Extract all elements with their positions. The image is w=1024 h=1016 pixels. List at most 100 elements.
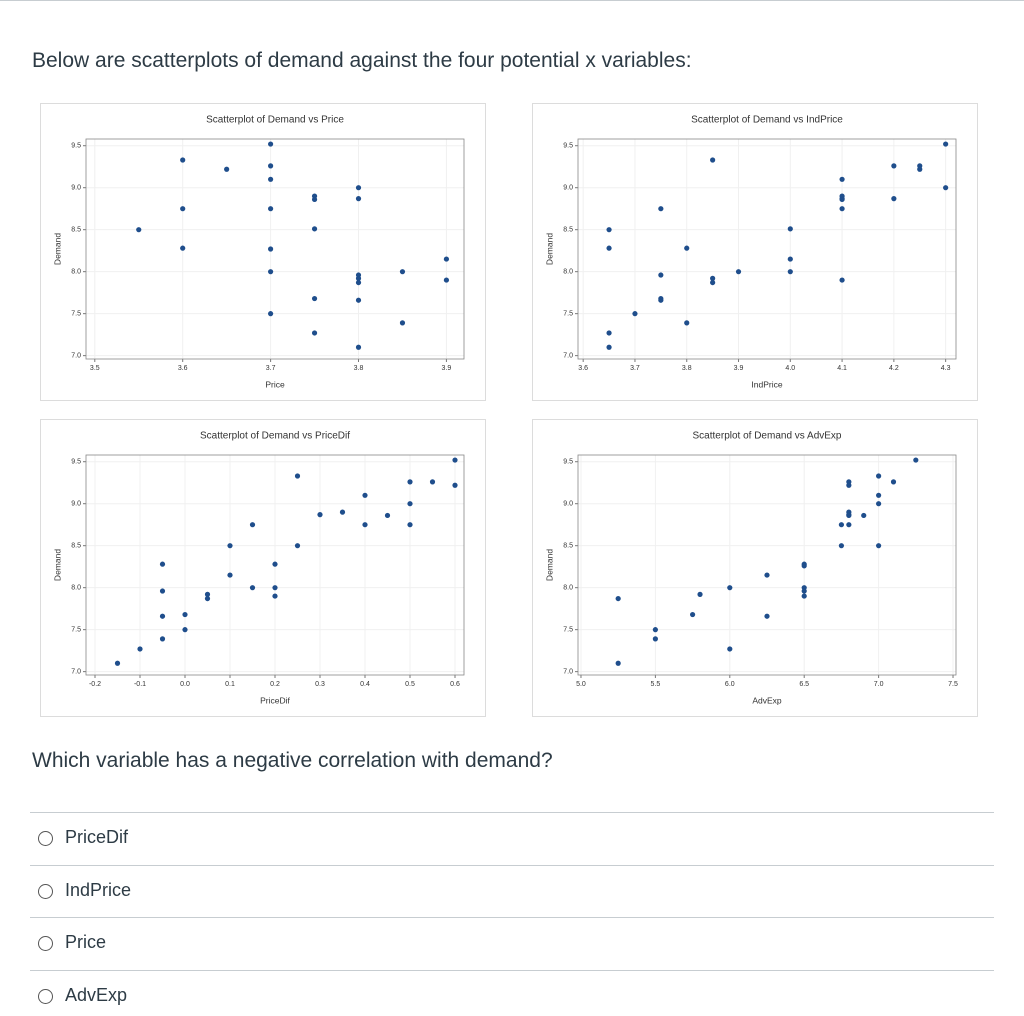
chart: -0.2 -0.1 0.0 0.1 0.2 0.3 0.4 0.5 0.6 7.0 7.5 8.0 8.…	[40, 419, 486, 717]
x-tick-label: 4.0	[785, 365, 795, 372]
data-point	[399, 269, 406, 275]
y-tick-label: 7.5	[563, 627, 573, 634]
option-label[interactable]: AdvExp	[65, 985, 128, 1005]
data-point	[339, 509, 346, 515]
x-tick-label: 0.4	[360, 681, 370, 688]
data-point	[355, 275, 362, 281]
data-point	[182, 627, 188, 633]
data-point	[606, 344, 612, 350]
x-tick-label: 3.7	[630, 365, 640, 372]
data-point	[890, 479, 897, 485]
data-point	[689, 611, 696, 618]
x-axis-label: PriceDif	[260, 695, 290, 705]
data-point	[429, 479, 436, 485]
data-point	[249, 585, 256, 591]
data-point	[384, 512, 391, 519]
data-point	[355, 279, 362, 286]
x-tick-label: 0.2	[270, 681, 280, 688]
x-axis-label: AdvExp	[752, 695, 782, 705]
y-tick-label: 8.0	[71, 269, 81, 276]
answer-option[interactable]: IndPrice	[30, 865, 994, 918]
y-tick-label: 7.0	[71, 352, 81, 359]
data-point	[839, 176, 845, 182]
y-axis-label: Demand	[52, 549, 62, 581]
y-axis-label: Demand	[544, 549, 554, 581]
data-point	[838, 543, 845, 549]
panel-frame	[40, 419, 486, 717]
y-tick-label: 7.5	[71, 627, 81, 634]
x-tick-label: -0.2	[89, 681, 101, 688]
y-axis-label: Demand	[52, 233, 62, 265]
data-point	[268, 206, 274, 212]
data-point	[632, 311, 638, 317]
answer-option[interactable]: Price	[30, 917, 994, 970]
y-tick-label: 9.0	[71, 501, 81, 508]
answer-option[interactable]: PriceDif	[30, 812, 994, 865]
data-point	[876, 543, 882, 549]
data-point	[891, 196, 897, 202]
chart-panel: -0.2 -0.1 0.0 0.1 0.2 0.3 0.4 0.5 0.6 7.0 7.5 8.0 8.…	[40, 419, 486, 717]
data-point	[917, 166, 923, 172]
data-point	[615, 595, 621, 602]
data-point	[355, 297, 362, 303]
x-tick-label: 3.9	[442, 365, 452, 372]
data-point	[658, 297, 664, 303]
data-point	[891, 163, 897, 169]
data-point	[710, 157, 716, 163]
data-point	[861, 512, 867, 519]
data-point	[268, 311, 274, 317]
data-point	[801, 588, 807, 594]
data-point	[204, 595, 211, 602]
chart: 3.5 3.6 3.7 3.8 3.9 7.0 7.5 8.0 8.5 9.0 9.5 Scatter…	[40, 103, 486, 401]
y-tick-label: 8.5	[71, 227, 81, 234]
option-label[interactable]: PriceDif	[65, 827, 129, 847]
y-tick-label: 8.0	[563, 269, 573, 276]
data-point	[846, 512, 852, 519]
data-point	[652, 636, 658, 642]
data-point	[658, 272, 664, 278]
data-point	[710, 279, 716, 286]
panel-frame	[532, 419, 978, 717]
option-label[interactable]: IndPrice	[65, 880, 132, 900]
data-point	[180, 157, 186, 163]
data-point	[227, 543, 233, 549]
x-tick-label: 7.5	[948, 681, 958, 688]
data-point	[443, 256, 450, 262]
y-tick-label: 8.5	[563, 227, 573, 234]
y-tick-label: 9.0	[71, 185, 81, 192]
chart-title: Scatterplot of Demand vs IndPrice	[691, 115, 843, 126]
data-point	[787, 269, 793, 275]
x-tick-label: 4.1	[837, 365, 847, 372]
panel-frame	[532, 103, 978, 401]
y-tick-label: 8.0	[71, 585, 81, 592]
data-point	[697, 591, 703, 597]
data-point	[355, 196, 362, 202]
data-point	[224, 166, 230, 172]
plot-frame	[577, 138, 957, 360]
data-point	[268, 269, 274, 275]
data-point	[838, 522, 845, 528]
y-tick-label: 9.5	[563, 459, 573, 466]
x-tick-label: 4.2	[889, 365, 899, 372]
y-tick-label: 7.0	[71, 668, 81, 675]
x-tick-label: 0.0	[180, 681, 190, 688]
answer-option[interactable]: AdvExp	[30, 970, 994, 1016]
radio-button[interactable]	[38, 936, 53, 951]
data-point	[159, 613, 166, 619]
option-label[interactable]: Price	[65, 932, 107, 952]
y-tick-label: 9.5	[563, 143, 573, 150]
data-point	[684, 245, 690, 251]
data-point	[159, 636, 166, 642]
data-point	[272, 585, 278, 591]
radio-button[interactable]	[38, 989, 53, 1004]
radio-button[interactable]	[38, 884, 53, 899]
question-text: Which variable has a negative correlatio…	[32, 749, 553, 772]
data-point	[311, 295, 318, 302]
data-point	[311, 226, 318, 232]
x-tick-label: 0.3	[315, 681, 325, 688]
chart-panel: 5.0 5.5 6.0 6.5 7.0 7.5 7.0 7.5 8.0 8.5 9.0 9.5 Scat…	[532, 419, 978, 717]
radio-button[interactable]	[38, 831, 53, 846]
y-tick-label: 8.0	[563, 585, 573, 592]
y-tick-label: 8.5	[71, 543, 81, 550]
